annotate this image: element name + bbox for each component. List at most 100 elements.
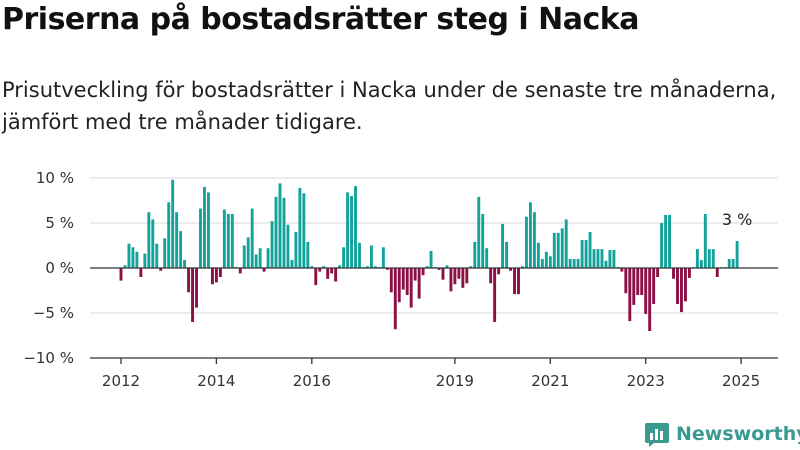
bar bbox=[413, 268, 417, 281]
bar bbox=[648, 268, 652, 331]
bar bbox=[445, 265, 449, 268]
bar bbox=[330, 268, 334, 274]
bar bbox=[278, 183, 282, 268]
bar bbox=[405, 268, 409, 295]
bar bbox=[238, 268, 242, 274]
bar bbox=[282, 197, 286, 268]
bar bbox=[179, 231, 183, 268]
bar bbox=[230, 214, 234, 268]
bar bbox=[155, 243, 159, 268]
bar bbox=[123, 265, 127, 268]
bar bbox=[369, 245, 373, 268]
x-tick-label: 2021 bbox=[531, 372, 569, 390]
bar bbox=[159, 268, 163, 271]
bar bbox=[226, 214, 230, 268]
bar bbox=[163, 238, 167, 268]
bar bbox=[608, 250, 612, 268]
bar bbox=[497, 268, 501, 275]
bar bbox=[680, 268, 683, 313]
bar bbox=[620, 268, 624, 272]
bar bbox=[131, 247, 135, 268]
bar bbox=[381, 247, 385, 268]
bar bbox=[354, 186, 357, 268]
bar bbox=[254, 254, 258, 268]
bar bbox=[652, 268, 656, 304]
bar bbox=[604, 260, 608, 268]
bar bbox=[544, 251, 548, 268]
bar bbox=[509, 268, 512, 271]
bar bbox=[628, 268, 632, 322]
bar bbox=[429, 250, 433, 268]
bar bbox=[481, 214, 485, 268]
bar bbox=[564, 219, 568, 268]
bar bbox=[246, 237, 250, 268]
bar bbox=[600, 249, 604, 268]
bar bbox=[521, 266, 524, 268]
bar bbox=[250, 208, 254, 268]
bar bbox=[199, 208, 202, 268]
bar bbox=[612, 250, 616, 268]
y-tick-label: 0 % bbox=[45, 259, 74, 277]
bar bbox=[664, 214, 668, 268]
bar bbox=[687, 268, 691, 278]
bar bbox=[572, 259, 576, 268]
bar bbox=[358, 242, 361, 268]
bar bbox=[453, 268, 457, 285]
brand-name: Newsworthy bbox=[676, 423, 800, 445]
bar bbox=[346, 192, 350, 268]
bar bbox=[318, 268, 322, 272]
x-tick-label: 2014 bbox=[197, 372, 235, 390]
bar bbox=[373, 266, 377, 268]
bar bbox=[489, 268, 493, 284]
bar bbox=[397, 268, 401, 303]
bar bbox=[560, 228, 564, 268]
bar bbox=[385, 268, 389, 270]
bar bbox=[306, 241, 310, 268]
bar bbox=[421, 268, 425, 276]
bar bbox=[588, 232, 592, 268]
x-axis: 2012 2014 2016 2019 2021 2023 2025 bbox=[90, 357, 778, 390]
newsworthy-logo: Newsworthy bbox=[644, 420, 800, 448]
bar bbox=[501, 223, 505, 268]
bar bbox=[624, 268, 628, 294]
bar bbox=[473, 241, 477, 268]
bar bbox=[183, 259, 187, 268]
bar bbox=[218, 268, 222, 277]
bar bbox=[580, 240, 584, 268]
bar bbox=[143, 253, 147, 268]
bar bbox=[576, 259, 580, 268]
bar bbox=[644, 268, 648, 314]
bar bbox=[135, 251, 139, 268]
newsworthy-icon bbox=[645, 423, 669, 447]
bar bbox=[393, 268, 397, 330]
latest-value-label: 3 % bbox=[722, 210, 752, 229]
bar bbox=[668, 214, 671, 268]
x-tick-label: 2025 bbox=[722, 372, 760, 390]
bar bbox=[389, 268, 393, 293]
bar bbox=[203, 187, 206, 268]
bar bbox=[592, 249, 596, 268]
x-tick-label: 2023 bbox=[627, 372, 665, 390]
bar bbox=[449, 268, 453, 292]
bar bbox=[528, 202, 532, 268]
bar bbox=[310, 266, 314, 268]
bar bbox=[262, 268, 266, 272]
bar bbox=[270, 221, 274, 268]
bar bbox=[302, 193, 306, 268]
bar bbox=[517, 268, 520, 295]
bar bbox=[505, 241, 509, 268]
bar bbox=[147, 212, 151, 268]
bar bbox=[525, 216, 528, 268]
bar bbox=[171, 179, 175, 268]
bar bbox=[222, 209, 226, 268]
bar bbox=[266, 248, 270, 268]
bar bbox=[441, 268, 445, 280]
bar bbox=[699, 259, 703, 268]
bar bbox=[731, 259, 735, 268]
chart-title: Priserna på bostadsrätter steg i Nacka bbox=[2, 2, 639, 37]
bar bbox=[636, 268, 640, 295]
bar bbox=[338, 265, 342, 268]
bar bbox=[656, 268, 660, 277]
bar bbox=[191, 268, 194, 322]
bar bbox=[350, 196, 353, 268]
